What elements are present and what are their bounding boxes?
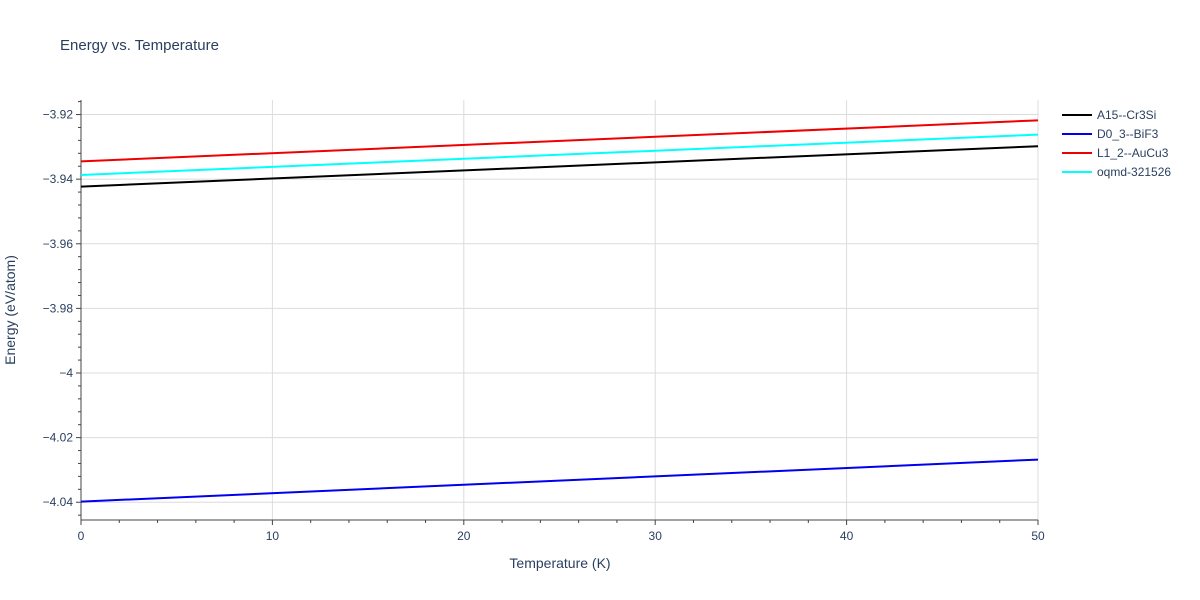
legend-item[interactable]: A15--Cr3Si — [1062, 108, 1156, 122]
series-line-L1_2--AuCu3 — [80, 119, 1039, 163]
series-line-D0_3--BiF3 — [80, 458, 1039, 503]
axes: 0 10 20 30 40 50 −4.04 −4.02 −4 −3.98 −3.96 −3.94 −3… — [43, 100, 1045, 543]
legend-label: A15--Cr3Si — [1097, 108, 1156, 122]
y-tick-label: −4.02 — [43, 431, 74, 445]
y-tick-label: −4 — [59, 366, 73, 380]
chart-title: Energy vs. Temperature — [60, 37, 219, 54]
legend-label: D0_3--BiF3 — [1097, 127, 1159, 141]
legend[interactable]: A15--Cr3Si D0_3--BiF3 L1_2--AuCu3 oqmd-3215… — [1062, 108, 1171, 179]
x-tick-label: 40 — [840, 529, 854, 543]
legend-item[interactable]: L1_2--AuCu3 — [1062, 146, 1169, 160]
y-tick-label: −3.92 — [43, 108, 74, 122]
x-axis-title: Temperature (K) — [509, 555, 610, 571]
y-axis-title: Energy (eV/atom) — [2, 255, 18, 365]
x-tick-label: 50 — [1031, 529, 1045, 543]
series-lines — [80, 119, 1039, 503]
y-tick-label: −3.96 — [43, 237, 74, 251]
legend-item[interactable]: D0_3--BiF3 — [1062, 127, 1159, 141]
legend-label: L1_2--AuCu3 — [1097, 146, 1169, 160]
legend-label: oqmd-321526 — [1097, 165, 1171, 179]
y-tick-label: −3.98 — [43, 301, 74, 315]
x-tick-label: 0 — [78, 529, 85, 543]
legend-item[interactable]: oqmd-321526 — [1062, 165, 1171, 179]
x-tick-label: 30 — [649, 529, 663, 543]
series-line-A15--Cr3Si — [80, 145, 1039, 188]
x-tick-label: 20 — [457, 529, 471, 543]
y-tick-label: −3.94 — [43, 172, 74, 186]
x-tick-label: 10 — [266, 529, 280, 543]
y-tick-label: −4.04 — [43, 495, 74, 509]
series-line-oqmd-321526 — [80, 133, 1039, 176]
